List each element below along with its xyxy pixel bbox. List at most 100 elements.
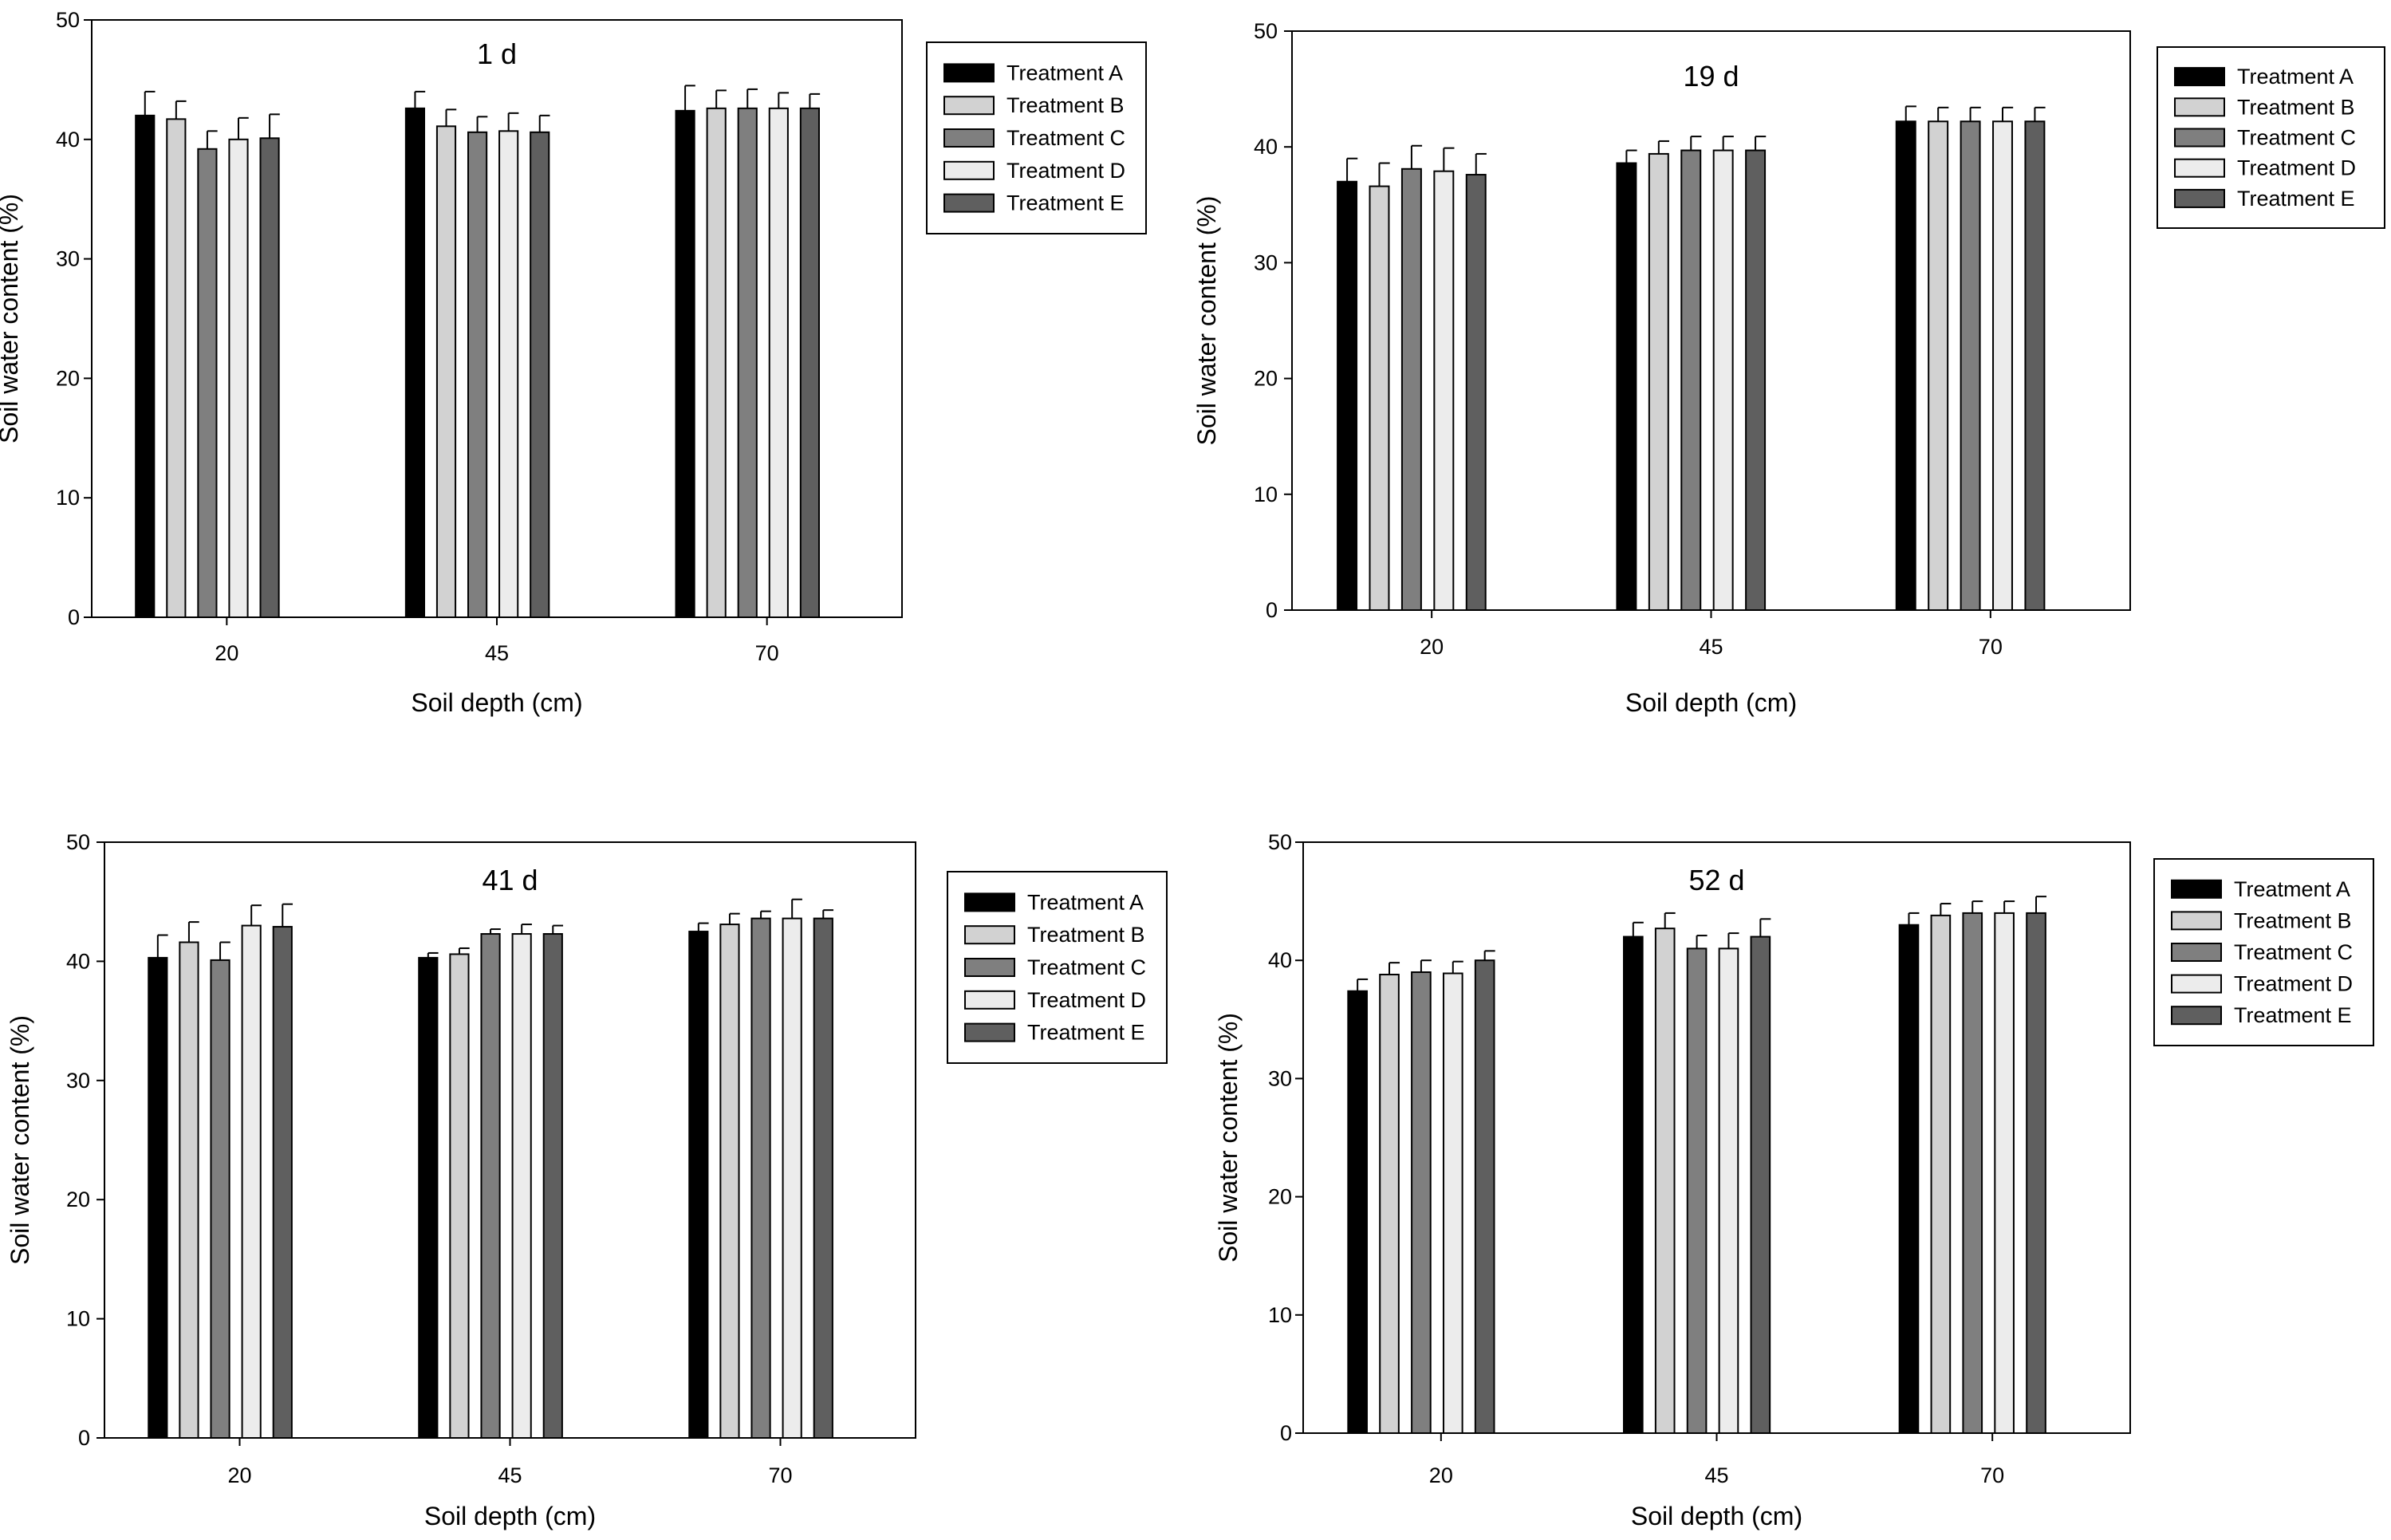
bar-treatment-d — [782, 917, 802, 1439]
x-tick-label: 70 — [1980, 1463, 2004, 1487]
bar-treatment-d — [511, 933, 532, 1439]
legend-swatch — [2171, 974, 2222, 994]
x-tick-label: 45 — [498, 1463, 522, 1487]
legend-swatch — [2174, 128, 2225, 148]
legend-label: Treatment E — [2237, 187, 2355, 211]
legend: Treatment A Treatment B Treatment C Treatme… — [926, 41, 1147, 234]
bar-treatment-b — [1928, 120, 1949, 612]
legend-swatch — [943, 63, 995, 83]
legend: Treatment A Treatment B Treatment C Treatme… — [2153, 858, 2374, 1046]
legend-label: Treatment A — [1006, 61, 1123, 85]
legend-label: Treatment E — [1027, 1021, 1145, 1045]
bar-treatment-b — [435, 125, 457, 618]
bar-treatment-e — [2024, 120, 2046, 612]
chart-panel-3: 0 10 20 30 40 50 20 45 70 41 d Soil depth (cm) Soil… — [6, 830, 1168, 1530]
legend-label: Treatment E — [1006, 191, 1125, 215]
legend-label: Treatment B — [1027, 923, 1145, 947]
y-axis-title: Soil water content (%) — [0, 194, 23, 443]
chart-title: 41 d — [482, 864, 538, 896]
x-tick-label: 45 — [485, 641, 509, 665]
legend-label: Treatment B — [2237, 95, 2355, 119]
bar-treatment-e — [1745, 149, 1767, 611]
x-tick-label: 20 — [1429, 1463, 1453, 1487]
bar-treatment-c — [1960, 120, 1981, 612]
legend-label: Treatment A — [2237, 65, 2354, 89]
legend-swatch — [2171, 943, 2222, 962]
legend-swatch — [2174, 97, 2225, 117]
chart-title: 52 d — [1688, 864, 1744, 896]
bar-treatment-b — [179, 941, 199, 1439]
y-tick-label: 40 — [1268, 948, 1292, 972]
bar-treatment-e — [1465, 174, 1487, 612]
legend-label: Treatment D — [1027, 988, 1146, 1012]
bar-treatment-e — [542, 933, 563, 1439]
legend-label: Treatment D — [2234, 972, 2353, 996]
legend-swatch — [2174, 158, 2225, 178]
y-tick-label: 50 — [1268, 830, 1292, 854]
x-tick-label: 20 — [215, 641, 238, 665]
y-tick-label: 50 — [1254, 19, 1278, 43]
bar-treatment-d — [241, 924, 262, 1439]
bar-treatment-d — [1712, 149, 1734, 611]
chart-panel-1: 0 10 20 30 40 50 20 45 70 1 d Soil depth (cm) Soil … — [0, 8, 1147, 717]
chart-title: 1 d — [477, 37, 517, 70]
bar-treatment-e — [530, 131, 550, 618]
y-tick-label: 0 — [1280, 1421, 1292, 1445]
x-tick-label: 70 — [1979, 635, 2003, 659]
y-tick-label: 30 — [66, 1069, 90, 1093]
x-tick-label: 70 — [768, 1463, 792, 1487]
legend-label: Treatment C — [1006, 126, 1125, 150]
legend-swatch — [2174, 67, 2225, 87]
legend-label: Treatment B — [2234, 908, 2352, 932]
bar-treatment-e — [1474, 959, 1495, 1434]
bar-treatment-d — [498, 130, 519, 618]
bar-treatment-b — [719, 924, 740, 1440]
bar-treatment-b — [1369, 185, 1390, 611]
legend-swatch — [943, 193, 995, 213]
y-tick-label: 50 — [66, 830, 90, 854]
bar-treatment-e — [259, 137, 280, 618]
y-tick-label: 10 — [1254, 482, 1278, 506]
y-axis-title: Soil water content (%) — [1214, 1013, 1243, 1262]
chart-panel-4: 0 10 20 30 40 50 20 45 70 52 d Soil depth (cm) Soil… — [1214, 830, 2374, 1530]
bar-treatment-c — [480, 933, 501, 1439]
x-tick-label: 70 — [755, 641, 779, 665]
y-tick-label: 0 — [78, 1426, 90, 1450]
x-tick-label: 20 — [1420, 635, 1444, 659]
chart-panel-2: 0 10 20 30 40 50 20 45 70 19 d Soil depth (cm) Soil… — [1192, 19, 2385, 717]
bar-treatment-d — [1992, 120, 2013, 612]
legend-swatch — [964, 925, 1015, 945]
bar-treatment-e — [799, 107, 820, 619]
bar-treatment-a — [1898, 924, 1920, 1434]
y-tick-label: 50 — [56, 8, 80, 32]
bar-treatment-a — [148, 956, 168, 1439]
bar-treatment-b — [166, 118, 187, 619]
bar-treatment-d — [1442, 972, 1463, 1434]
bar-treatment-d — [768, 107, 789, 619]
y-tick-label: 40 — [66, 949, 90, 973]
bar-treatment-c — [1962, 912, 1983, 1435]
x-tick-label: 45 — [1699, 635, 1723, 659]
legend-swatch — [964, 1022, 1015, 1042]
y-tick-label: 10 — [66, 1307, 90, 1331]
x-axis-title: Soil depth (cm) — [1631, 1502, 1802, 1530]
bar-treatment-e — [813, 917, 833, 1439]
legend-swatch — [2171, 1006, 2222, 1026]
y-tick-label: 20 — [56, 366, 80, 390]
bar-treatment-a — [1895, 120, 1916, 612]
bar-treatment-d — [228, 138, 249, 619]
bar-treatment-c — [1400, 167, 1422, 611]
bar-treatment-b — [449, 953, 470, 1440]
legend-label: Treatment C — [2237, 126, 2356, 150]
y-tick-label: 30 — [1268, 1066, 1292, 1090]
legend: Treatment A Treatment B Treatment C Treatme… — [2157, 46, 2385, 229]
y-tick-label: 0 — [68, 605, 80, 629]
y-tick-label: 40 — [1254, 135, 1278, 159]
y-tick-label: 10 — [56, 486, 80, 510]
legend-swatch — [943, 128, 995, 148]
bar-treatment-c — [210, 959, 230, 1439]
bar-treatment-b — [1379, 973, 1400, 1434]
bar-treatment-c — [737, 107, 758, 619]
y-tick-label: 30 — [1254, 250, 1278, 274]
bar-treatment-e — [1750, 935, 1771, 1435]
